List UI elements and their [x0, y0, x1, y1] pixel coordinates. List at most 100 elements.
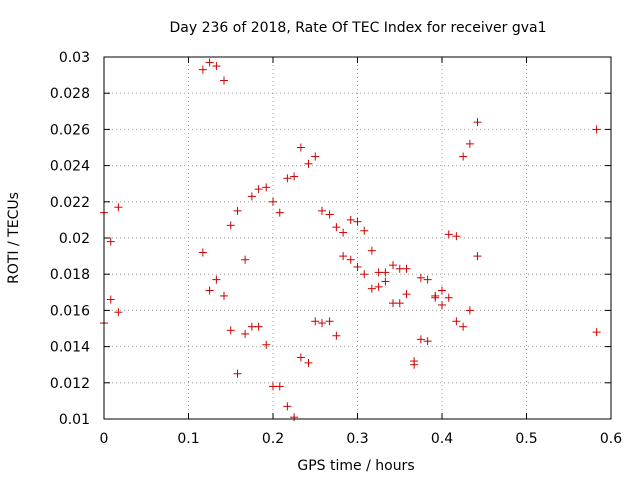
- tick-labels: 0 0.1 0.2 0.3 0.4 0.5 0.6 0.01 0.012 0.014 0.016 0.…: [50, 50, 622, 447]
- x-tick-label: 0: [100, 431, 109, 447]
- data-point: [402, 290, 411, 299]
- data-point: [114, 203, 123, 212]
- data-point: [290, 172, 299, 181]
- data-point: [339, 252, 348, 261]
- data-point: [275, 208, 284, 217]
- data-point: [233, 369, 242, 378]
- data-point: [473, 118, 482, 127]
- data-point: [367, 246, 376, 255]
- data-points: [100, 58, 601, 422]
- data-point: [241, 329, 250, 338]
- data-point: [438, 286, 446, 295]
- data-point: [296, 353, 305, 362]
- data-point: [325, 210, 334, 219]
- data-point: [212, 275, 221, 284]
- data-point: [269, 382, 277, 391]
- data-point: [360, 226, 369, 235]
- data-point: [262, 340, 271, 349]
- data-point: [395, 264, 404, 273]
- data-point: [254, 185, 263, 194]
- data-point: [275, 382, 284, 391]
- data-point: [381, 268, 390, 277]
- data-point: [465, 306, 474, 315]
- data-point: [247, 322, 256, 331]
- data-point: [346, 215, 355, 224]
- x-tick-label: 0.3: [346, 431, 368, 447]
- data-point: [269, 197, 277, 206]
- data-point: [416, 335, 425, 344]
- y-tick-label: 0.01: [59, 412, 90, 428]
- data-point: [360, 270, 369, 279]
- data-point: [212, 62, 221, 71]
- data-point: [395, 299, 404, 308]
- data-point: [465, 139, 474, 148]
- data-point: [416, 273, 425, 282]
- data-point: [106, 237, 115, 246]
- data-point: [423, 275, 432, 284]
- x-tick-label: 0.6: [600, 431, 622, 447]
- y-tick-label: 0.024: [50, 159, 90, 175]
- data-point: [381, 277, 390, 286]
- data-point: [198, 248, 207, 257]
- y-tick-label: 0.02: [59, 231, 90, 247]
- data-point: [410, 360, 419, 369]
- data-point: [431, 293, 440, 302]
- data-point: [241, 255, 250, 264]
- data-point: [367, 284, 376, 293]
- data-point: [459, 322, 468, 331]
- data-point: [473, 252, 482, 261]
- data-point: [388, 299, 397, 308]
- data-point: [296, 143, 305, 152]
- x-axis-label: GPS time / hours: [297, 458, 414, 474]
- data-point: [592, 125, 601, 134]
- data-point: [262, 183, 271, 192]
- x-tick-label: 0.5: [515, 431, 537, 447]
- y-tick-label: 0.03: [59, 50, 90, 66]
- data-point: [233, 206, 242, 215]
- data-point: [402, 264, 411, 273]
- data-point: [205, 286, 214, 295]
- data-point: [226, 221, 235, 230]
- tick-marks: [103, 56, 612, 420]
- data-point: [444, 230, 453, 239]
- data-point: [325, 317, 334, 326]
- data-point: [459, 152, 468, 161]
- y-tick-label: 0.026: [50, 122, 90, 138]
- data-point: [304, 159, 313, 168]
- data-point: [290, 413, 299, 422]
- data-point: [353, 217, 362, 226]
- data-point: [205, 58, 214, 67]
- y-tick-label: 0.022: [50, 195, 90, 211]
- data-point: [592, 328, 601, 337]
- data-point: [332, 223, 341, 232]
- data-point: [311, 152, 320, 161]
- data-point: [226, 326, 235, 335]
- data-point: [318, 319, 327, 328]
- y-tick-label: 0.016: [50, 303, 90, 319]
- data-point: [318, 206, 327, 215]
- grid-lines: [104, 57, 611, 419]
- x-tick-label: 0.4: [431, 431, 453, 447]
- data-point: [114, 308, 123, 317]
- data-point: [388, 261, 397, 270]
- data-point: [374, 282, 383, 291]
- data-point: [444, 293, 453, 302]
- data-point: [311, 317, 320, 326]
- data-point: [198, 65, 207, 74]
- y-axis-label: ROTI / TECUs: [6, 192, 22, 284]
- data-point: [283, 402, 292, 411]
- chart-title: Day 236 of 2018, Rate Of TEC Index for r…: [169, 20, 546, 36]
- data-point: [219, 76, 228, 85]
- data-point: [283, 174, 292, 183]
- y-tick-label: 0.028: [50, 86, 90, 102]
- x-tick-label: 0.1: [177, 431, 199, 447]
- data-point: [106, 295, 115, 304]
- data-point: [452, 317, 461, 326]
- y-tick-label: 0.014: [50, 340, 90, 356]
- y-tick-label: 0.012: [50, 376, 90, 392]
- data-point: [346, 255, 355, 264]
- data-point: [332, 331, 341, 340]
- data-point: [423, 337, 432, 346]
- y-tick-label: 0.018: [50, 267, 90, 283]
